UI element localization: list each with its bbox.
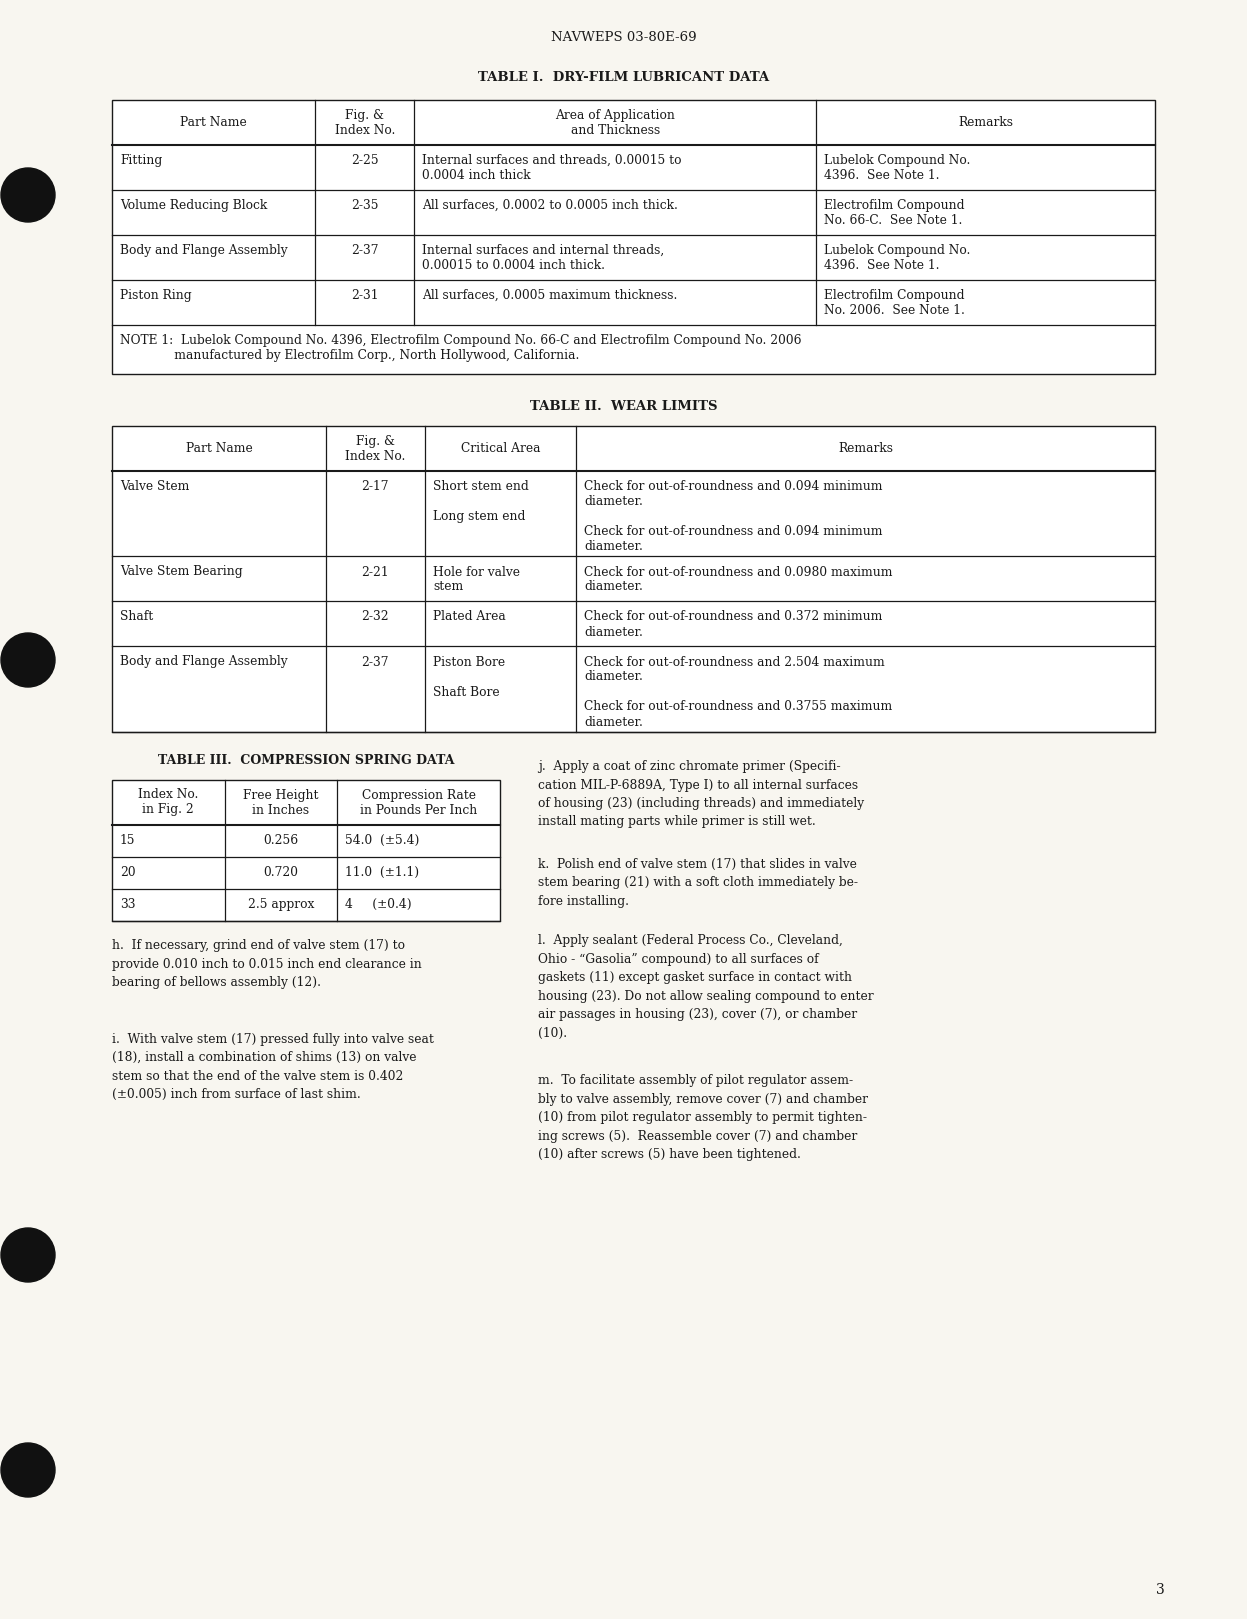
Text: Electrofilm Compound
No. 2006.  See Note 1.: Electrofilm Compound No. 2006. See Note …	[824, 290, 965, 317]
Text: Check for out-of-roundness and 0.094 minimum
diameter.

Check for out-of-roundne: Check for out-of-roundness and 0.094 min…	[584, 479, 883, 554]
Text: Fig. &
Index No.: Fig. & Index No.	[334, 108, 395, 136]
Text: TABLE II.  WEAR LIMITS: TABLE II. WEAR LIMITS	[530, 400, 717, 413]
Text: 2-21: 2-21	[362, 565, 389, 578]
Text: Internal surfaces and threads, 0.00015 to
0.0004 inch thick: Internal surfaces and threads, 0.00015 t…	[423, 154, 682, 181]
Text: 11.0  (±1.1): 11.0 (±1.1)	[345, 866, 419, 879]
Text: All surfaces, 0.0005 maximum thickness.: All surfaces, 0.0005 maximum thickness.	[423, 290, 678, 303]
Text: 15: 15	[120, 834, 136, 847]
Text: Electrofilm Compound
No. 66-C.  See Note 1.: Electrofilm Compound No. 66-C. See Note …	[824, 199, 964, 227]
Text: i.  With valve stem (17) pressed fully into valve seat
(18), install a combinati: i. With valve stem (17) pressed fully in…	[112, 1033, 434, 1101]
Text: Short stem end

Long stem end: Short stem end Long stem end	[433, 479, 529, 523]
Bar	[112, 780, 500, 921]
Text: 3: 3	[1156, 1583, 1165, 1596]
Text: m.  To facilitate assembly of pilot regulator assem-
bly to valve assembly, remo: m. To facilitate assembly of pilot regul…	[537, 1073, 868, 1161]
Text: Index No.
in Fig. 2: Index No. in Fig. 2	[138, 788, 198, 816]
Bar	[112, 426, 1155, 732]
Text: Remarks: Remarks	[958, 117, 1013, 130]
Text: NOTE 1:  Lubelok Compound No. 4396, Electrofilm Compound No. 66-C and Electrofil: NOTE 1: Lubelok Compound No. 4396, Elect…	[120, 334, 802, 363]
Text: Plated Area: Plated Area	[433, 610, 505, 623]
Text: Hole for valve
stem: Hole for valve stem	[433, 565, 520, 594]
Text: 20: 20	[120, 866, 136, 879]
Text: Body and Flange Assembly: Body and Flange Assembly	[120, 244, 288, 257]
Text: Internal surfaces and internal threads,
0.00015 to 0.0004 inch thick.: Internal surfaces and internal threads, …	[423, 244, 665, 272]
Text: Fitting: Fitting	[120, 154, 162, 167]
Text: Lubelok Compound No.
4396.  See Note 1.: Lubelok Compound No. 4396. See Note 1.	[824, 244, 970, 272]
Text: Part Name: Part Name	[181, 117, 247, 130]
Text: Remarks: Remarks	[838, 442, 893, 455]
Text: Critical Area: Critical Area	[461, 442, 540, 455]
Text: Piston Ring: Piston Ring	[120, 290, 192, 303]
Text: Area of Application
and Thickness: Area of Application and Thickness	[555, 108, 675, 136]
Circle shape	[1, 633, 55, 686]
Text: Check for out-of-roundness and 0.0980 maximum
diameter.: Check for out-of-roundness and 0.0980 ma…	[584, 565, 893, 594]
Text: Free Height
in Inches: Free Height in Inches	[243, 788, 318, 816]
Text: Body and Flange Assembly: Body and Flange Assembly	[120, 656, 288, 669]
Text: 2-32: 2-32	[362, 610, 389, 623]
Text: 54.0  (±5.4): 54.0 (±5.4)	[345, 834, 419, 847]
Text: h.  If necessary, grind end of valve stem (17) to
provide 0.010 inch to 0.015 in: h. If necessary, grind end of valve stem…	[112, 939, 421, 989]
Text: TABLE I.  DRY-FILM LUBRICANT DATA: TABLE I. DRY-FILM LUBRICANT DATA	[478, 71, 769, 84]
Text: Valve Stem Bearing: Valve Stem Bearing	[120, 565, 243, 578]
Text: Volume Reducing Block: Volume Reducing Block	[120, 199, 267, 212]
Text: 2-35: 2-35	[352, 199, 379, 212]
Text: Piston Bore

Shaft Bore: Piston Bore Shaft Bore	[433, 656, 505, 698]
Text: 0.720: 0.720	[263, 866, 298, 879]
Text: 2.5 approx: 2.5 approx	[248, 899, 314, 911]
Text: NAVWEPS 03-80E-69: NAVWEPS 03-80E-69	[551, 31, 696, 44]
Text: Part Name: Part Name	[186, 442, 252, 455]
Text: TABLE III.  COMPRESSION SPRING DATA: TABLE III. COMPRESSION SPRING DATA	[158, 753, 454, 766]
Circle shape	[1, 1227, 55, 1282]
Text: 33: 33	[120, 899, 136, 911]
Text: l.  Apply sealant (Federal Process Co., Cleveland,
Ohio - “Gasolia” compound) to: l. Apply sealant (Federal Process Co., C…	[537, 934, 874, 1039]
Text: 2-37: 2-37	[352, 244, 379, 257]
Text: 2-31: 2-31	[352, 290, 379, 303]
Text: 2-17: 2-17	[362, 479, 389, 494]
Text: j.  Apply a coat of zinc chromate primer (Specifi-
cation MIL-P-6889A, Type I) t: j. Apply a coat of zinc chromate primer …	[537, 759, 864, 829]
Text: Shaft: Shaft	[120, 610, 153, 623]
Text: Check for out-of-roundness and 2.504 maximum
diameter.

Check for out-of-roundne: Check for out-of-roundness and 2.504 max…	[584, 656, 893, 729]
Text: Compression Rate
in Pounds Per Inch: Compression Rate in Pounds Per Inch	[360, 788, 478, 816]
Text: 4     (±0.4): 4 (±0.4)	[345, 899, 412, 911]
Text: Valve Stem: Valve Stem	[120, 479, 190, 494]
Bar	[112, 100, 1155, 374]
Circle shape	[1, 1443, 55, 1498]
Text: Lubelok Compound No.
4396.  See Note 1.: Lubelok Compound No. 4396. See Note 1.	[824, 154, 970, 181]
Text: All surfaces, 0.0002 to 0.0005 inch thick.: All surfaces, 0.0002 to 0.0005 inch thic…	[423, 199, 678, 212]
Text: 2-37: 2-37	[362, 656, 389, 669]
Text: Fig. &
Index No.: Fig. & Index No.	[345, 434, 405, 463]
Circle shape	[1, 168, 55, 222]
Text: 0.256: 0.256	[263, 834, 298, 847]
Text: k.  Polish end of valve stem (17) that slides in valve
stem bearing (21) with a : k. Polish end of valve stem (17) that sl…	[537, 858, 858, 908]
Text: Check for out-of-roundness and 0.372 minimum
diameter.: Check for out-of-roundness and 0.372 min…	[584, 610, 883, 638]
Text: 2-25: 2-25	[352, 154, 379, 167]
